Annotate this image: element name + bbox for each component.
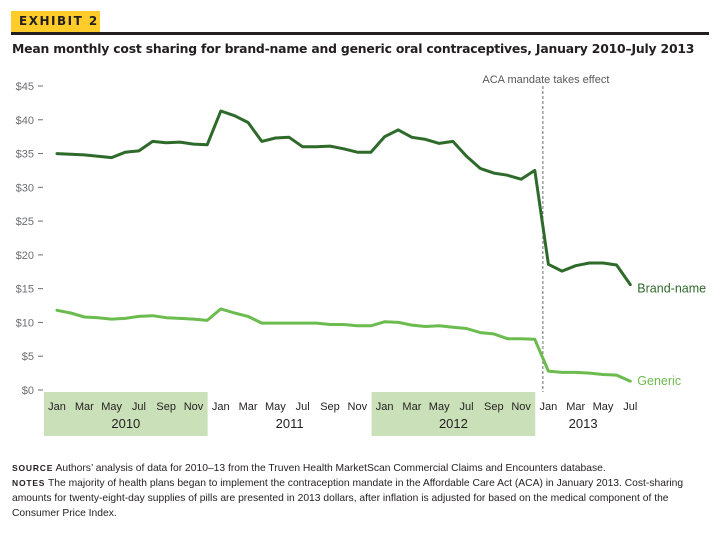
notes-text: The majority of health plans began to im… (12, 478, 684, 519)
series-lines (55, 109, 632, 383)
y-tick-label: $30 (16, 182, 34, 194)
y-tick-label: $35 (16, 149, 34, 161)
x-tick-label: Nov (511, 401, 531, 413)
generic-line (55, 307, 632, 383)
x-tick-label: Sep (156, 401, 176, 413)
year-label: 2011 (276, 416, 304, 431)
y-tick-label: $5 (22, 351, 34, 363)
aca-mandate-label: ACA mandate takes effect (482, 74, 609, 86)
x-tick-label: May (593, 401, 614, 413)
brand-name-line (55, 109, 632, 287)
x-tick-label: May (101, 401, 122, 413)
x-tick-label: Jul (296, 401, 310, 413)
x-tick-label: Mar (75, 401, 94, 413)
y-tick-label: $0 (22, 385, 34, 397)
y-axis: $0 $5 $10 $15 $20 $25 $30 $35 $40 $45 (16, 81, 43, 397)
year-band (371, 392, 536, 436)
x-tick-label: May (265, 401, 286, 413)
x-tick-label: Nov (348, 401, 368, 413)
x-tick-label: May (429, 401, 450, 413)
y-tick-label: $20 (16, 250, 34, 262)
x-tick-label: Jul (623, 401, 637, 413)
annotation: ACA mandate takes effect (482, 74, 609, 392)
exhibit-label: EXHIBIT 2 (11, 11, 100, 32)
x-tick-label: Mar (402, 401, 421, 413)
x-tick-label: Nov (184, 401, 204, 413)
source-text: Authors’ analysis of data for 2010–13 fr… (55, 463, 606, 474)
y-tick-label: $10 (16, 317, 34, 329)
y-tick-label: $45 (16, 81, 34, 93)
year-label: 2012 (439, 416, 468, 431)
series-labels: Brand-name Generic (637, 282, 706, 389)
header-rule (11, 32, 709, 35)
year-label: 2013 (569, 416, 598, 431)
notes-lead: Notes (12, 478, 46, 488)
x-tick-label: Jul (132, 401, 146, 413)
x-tick-label: Jul (459, 401, 473, 413)
footnotes: Source Authors’ analysis of data for 201… (12, 461, 712, 521)
x-tick-label: Jan (540, 401, 558, 413)
x-tick-label: Jan (212, 401, 230, 413)
x-tick-label: Mar (239, 401, 258, 413)
y-tick-label: $25 (16, 216, 34, 228)
x-tick-label: Jan (48, 401, 66, 413)
chart-title: Mean monthly cost sharing for brand-name… (12, 41, 695, 56)
year-bands (44, 392, 536, 436)
year-band (44, 392, 208, 436)
year-label: 2010 (111, 416, 140, 431)
x-tick-label: Sep (320, 401, 340, 413)
notes-note: Notes The majority of health plans began… (12, 476, 712, 521)
source-note: Source Authors’ analysis of data for 201… (12, 461, 712, 476)
source-lead: Source (12, 463, 54, 473)
x-tick-label: Jan (376, 401, 394, 413)
y-tick-label: $15 (16, 284, 34, 296)
x-tick-label: Mar (566, 401, 585, 413)
generic-label: Generic (637, 374, 681, 388)
chart: $0 $5 $10 $15 $20 $25 $30 $35 $40 $45 Jan Mar May Ju… (16, 74, 706, 436)
brand-name-label: Brand-name (637, 282, 706, 296)
x-axis: Jan Mar May Jul Sep Nov Jan Mar May Jul Sep Nov Jan M… (48, 401, 637, 431)
x-tick-label: Sep (484, 401, 504, 413)
y-tick-label: $40 (16, 115, 34, 127)
